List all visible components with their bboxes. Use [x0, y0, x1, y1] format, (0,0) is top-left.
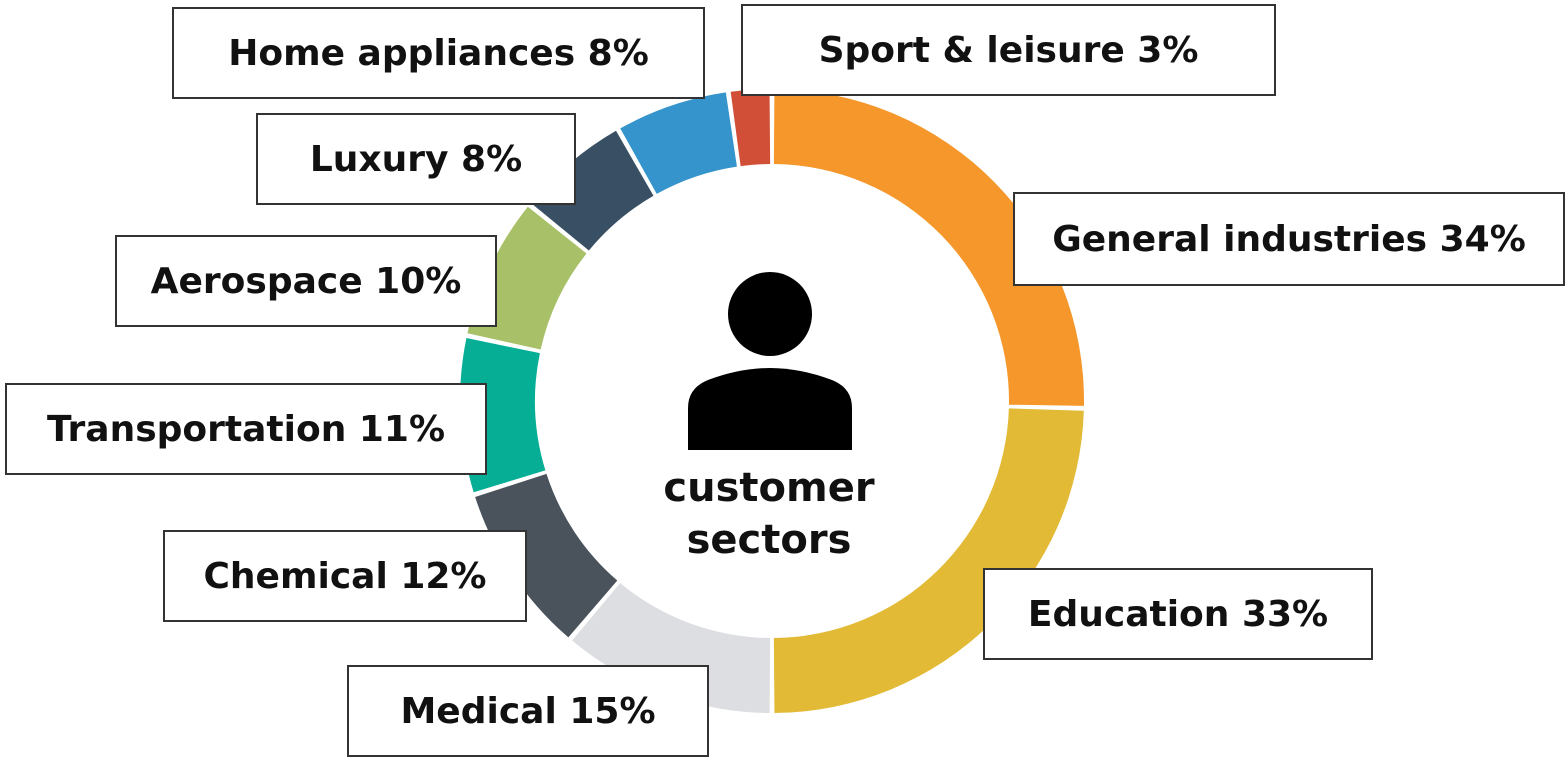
person-icon: [688, 272, 852, 450]
slice-1: [773, 408, 1084, 713]
slice-label-luxury: Luxury 8%: [256, 113, 576, 205]
slice-2: [572, 582, 771, 713]
slice-label-education: Education 33%: [983, 568, 1373, 660]
slice-3: [475, 473, 618, 638]
slice-label-chemical: Chemical 12%: [163, 530, 527, 622]
slice-0: [773, 89, 1084, 406]
slice-label-transportation: Transportation 11%: [5, 383, 487, 475]
slice-label-general-industries: General industries 34%: [1013, 192, 1565, 286]
center-label: customer sectors: [619, 462, 919, 566]
center-label-line-2: sectors: [686, 517, 852, 563]
slice-label-medical: Medical 15%: [347, 665, 709, 757]
slice-label-sport-leisure: Sport & leisure 3%: [741, 4, 1276, 96]
slice-label-home-appliances: Home appliances 8%: [172, 7, 705, 99]
slice-label-aerospace: Aerospace 10%: [115, 235, 497, 327]
slice-5: [467, 206, 587, 350]
slice-7: [620, 92, 737, 194]
center-label-line-1: customer: [663, 465, 875, 511]
slice-8: [730, 89, 771, 167]
slice-6: [530, 130, 654, 251]
